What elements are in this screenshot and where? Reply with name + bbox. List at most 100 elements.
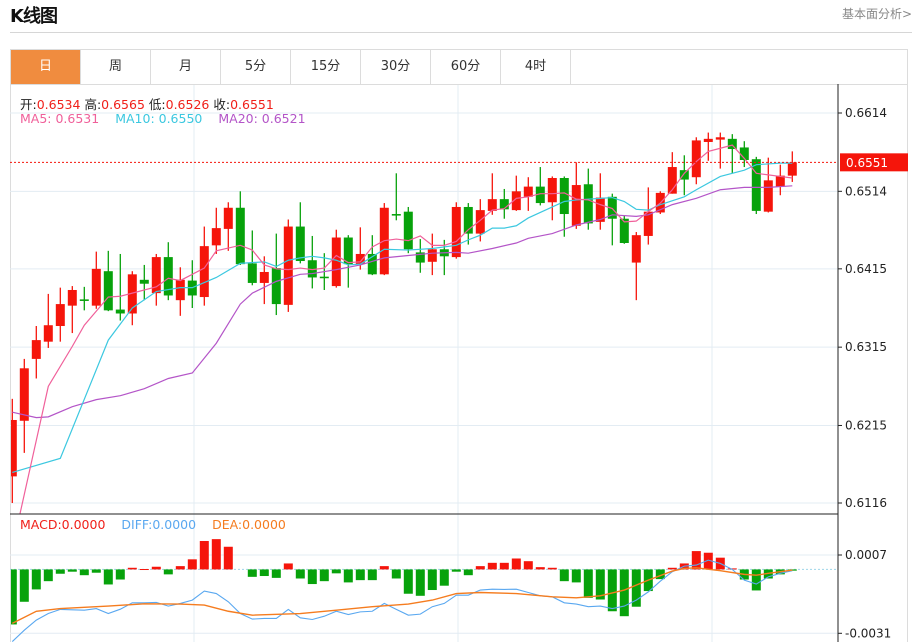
candle	[55, 287, 65, 342]
tab-5min[interactable]: 5分	[221, 50, 291, 84]
dea-line	[11, 567, 793, 625]
candle	[247, 230, 257, 286]
candle	[631, 232, 641, 301]
candle-body	[19, 368, 29, 421]
macd-bar	[55, 569, 65, 574]
candle	[223, 202, 233, 251]
macd-bar	[595, 569, 605, 600]
candle	[607, 193, 617, 246]
macd-bar	[91, 569, 101, 573]
tab-15min[interactable]: 15分	[291, 50, 361, 84]
candle-body	[283, 226, 293, 305]
tab-week[interactable]: 周	[81, 50, 151, 84]
candle	[367, 235, 377, 276]
candle-body	[175, 279, 185, 301]
candle	[715, 132, 725, 169]
macd-tick-label: 0.0007	[845, 548, 887, 562]
ma-readout: MA5: 0.6531 MA10: 0.6550 MA20: 0.6521	[20, 111, 306, 126]
candle-body	[259, 271, 269, 283]
macd-bar	[163, 569, 173, 575]
macd-bar	[655, 569, 665, 580]
tab-day[interactable]: 日	[11, 50, 81, 84]
low-value: 0.6526	[165, 97, 210, 112]
candle	[11, 398, 17, 503]
macd-bar	[403, 569, 413, 594]
macd-bar	[283, 563, 293, 570]
macd-readout: MACD:0.0000 DIFF:0.0000 DEA:0.0000	[20, 517, 286, 532]
high-value: 0.6565	[101, 97, 145, 112]
candle-body	[451, 206, 461, 258]
candle	[235, 191, 245, 265]
candle	[127, 271, 137, 326]
ma10-line	[12, 162, 793, 474]
candle	[739, 141, 749, 168]
ma5-line	[19, 144, 793, 514]
candle	[187, 260, 197, 308]
candle-body	[211, 228, 221, 246]
candle	[175, 267, 185, 316]
macd-bar	[127, 567, 137, 570]
macd-bar	[319, 569, 329, 582]
candle-body	[523, 186, 533, 197]
macd-bar	[259, 569, 269, 577]
macd-bar	[619, 569, 629, 617]
candle	[415, 239, 425, 273]
candle-body	[547, 178, 557, 203]
ohlc-readout: 开:0.6534 高:0.6565 低:0.6526 收:0.6551	[20, 94, 274, 113]
macd-bar	[463, 569, 473, 576]
diff-value: DIFF:0.0000	[121, 517, 197, 532]
last-price-badge	[840, 153, 908, 172]
macd-bar	[499, 562, 509, 570]
candle-body	[751, 159, 761, 211]
tab-30min[interactable]: 30分	[361, 50, 431, 84]
close-label: 收:	[213, 97, 231, 112]
candle-body	[151, 257, 161, 294]
macd-bar	[271, 569, 281, 578]
candle	[787, 151, 797, 182]
candle	[751, 156, 761, 215]
diff-line	[11, 559, 793, 642]
open-label: 开:	[20, 97, 37, 112]
candle-body	[571, 185, 581, 226]
tab-month[interactable]: 月	[151, 50, 221, 84]
candle-body	[427, 249, 437, 262]
candle	[619, 215, 629, 244]
candle	[355, 227, 365, 270]
ma10-value: MA10: 0.6550	[115, 111, 203, 126]
candle-body	[367, 253, 377, 275]
tab-60min[interactable]: 60分	[431, 50, 501, 84]
candle	[727, 134, 737, 174]
tab-4hour[interactable]: 4时	[501, 50, 571, 84]
candle-body	[271, 268, 281, 305]
candle-body	[31, 340, 41, 359]
low-label: 低:	[148, 97, 166, 112]
macd-bar	[703, 552, 713, 570]
macd-bar	[535, 567, 545, 570]
fundamental-analysis-link[interactable]: 基本面分析>	[841, 7, 912, 21]
macd-bar	[31, 569, 41, 590]
candle-body	[559, 178, 569, 215]
macd-bar	[247, 569, 257, 577]
candle	[163, 242, 173, 301]
macd-bar	[19, 569, 29, 602]
candle-body	[199, 246, 209, 298]
candle	[487, 173, 497, 215]
candle-body	[403, 211, 413, 250]
macd-bar	[331, 569, 341, 574]
candle	[31, 326, 41, 379]
candle	[67, 286, 77, 334]
ma20-value: MA20: 0.6521	[218, 111, 306, 126]
candle	[343, 235, 353, 288]
candle-body	[127, 274, 137, 314]
macd-bar	[751, 569, 761, 591]
candle	[775, 164, 785, 196]
candle	[451, 202, 461, 259]
candle	[511, 175, 521, 211]
candle-body	[415, 252, 425, 263]
candle-body	[667, 167, 677, 194]
candle	[211, 207, 221, 254]
macd-bar	[631, 569, 641, 607]
ma5-value: MA5: 0.6531	[20, 111, 100, 126]
candle-body	[163, 257, 173, 296]
